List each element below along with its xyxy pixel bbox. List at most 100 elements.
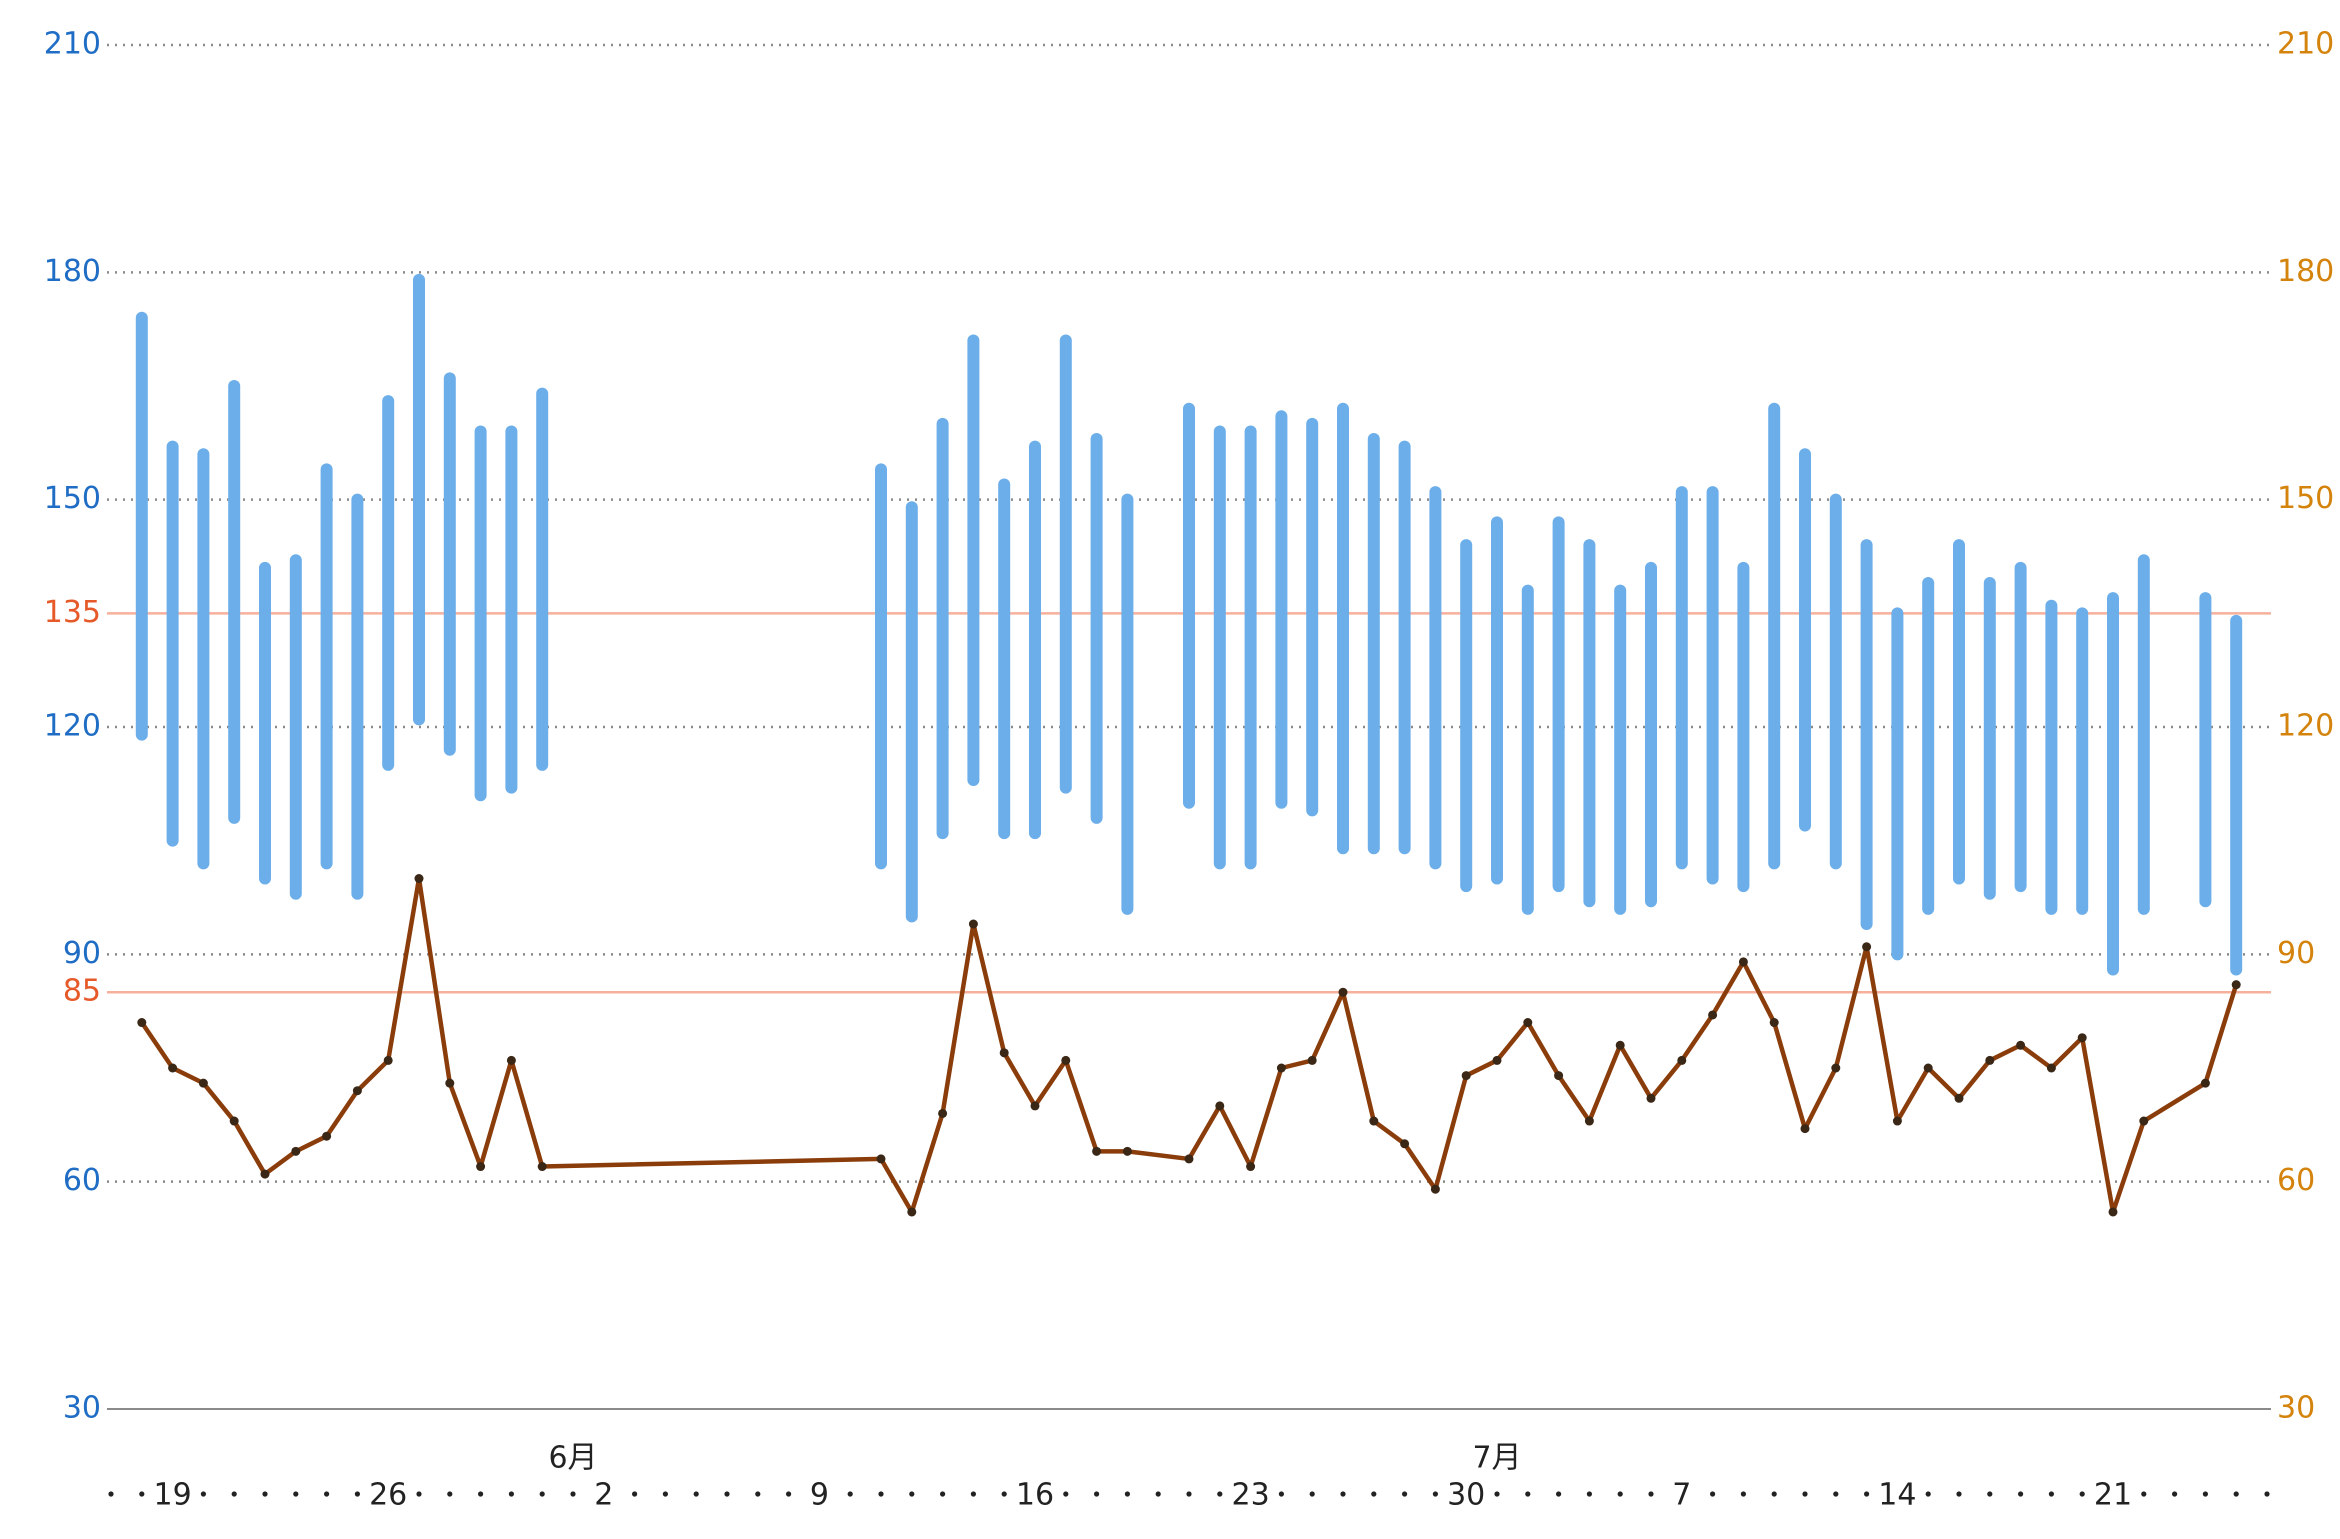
day-dot bbox=[940, 1491, 946, 1497]
day-dot bbox=[293, 1491, 299, 1497]
day-dot bbox=[1432, 1491, 1438, 1497]
line-point bbox=[1554, 1071, 1564, 1081]
line-point bbox=[291, 1146, 301, 1156]
x-tick-label: 26 bbox=[369, 1478, 407, 1513]
line-point bbox=[2200, 1078, 2210, 1088]
line-point bbox=[999, 1048, 1009, 1058]
line-point bbox=[1400, 1139, 1410, 1149]
day-dot bbox=[108, 1491, 114, 1497]
x-tick-label: 19 bbox=[154, 1478, 192, 1513]
y-tick-label: 120 bbox=[44, 709, 101, 744]
line-point bbox=[1307, 1055, 1317, 1065]
line-point bbox=[1122, 1146, 1132, 1156]
day-dot bbox=[632, 1491, 638, 1497]
line-point bbox=[1184, 1154, 1194, 1164]
line-point bbox=[2046, 1063, 2056, 1073]
day-dot bbox=[1309, 1491, 1315, 1497]
day-dot bbox=[2233, 1491, 2239, 1497]
y2-tick-label: 60 bbox=[2277, 1163, 2315, 1198]
line-point bbox=[1831, 1063, 1841, 1073]
line-point bbox=[1923, 1063, 1933, 1073]
line-point bbox=[414, 874, 424, 884]
reference-label: 85 bbox=[63, 974, 101, 1009]
day-dot bbox=[1525, 1491, 1531, 1497]
day-dot bbox=[478, 1491, 484, 1497]
day-dot bbox=[1864, 1491, 1870, 1497]
line-point bbox=[1338, 987, 1348, 997]
line-point bbox=[938, 1108, 948, 1118]
line-point bbox=[1892, 1116, 1902, 1126]
line-point bbox=[1461, 1071, 1471, 1081]
day-dot bbox=[1556, 1491, 1562, 1497]
day-dot bbox=[662, 1491, 669, 1497]
day-dot bbox=[2202, 1491, 2208, 1497]
day-dot bbox=[354, 1491, 360, 1497]
line-point bbox=[506, 1055, 516, 1065]
day-dot bbox=[847, 1491, 853, 1497]
day-dot bbox=[878, 1491, 884, 1497]
line-point bbox=[1061, 1055, 1071, 1065]
day-dot bbox=[1278, 1491, 1284, 1497]
line-point bbox=[1030, 1101, 1040, 1111]
day-dot bbox=[1586, 1491, 1592, 1497]
y-tick-label: 90 bbox=[63, 936, 101, 971]
line-point bbox=[260, 1169, 270, 1179]
day-dot bbox=[755, 1491, 761, 1497]
y-tick-label: 180 bbox=[44, 254, 101, 289]
day-dot bbox=[1771, 1491, 1777, 1497]
day-dot bbox=[508, 1491, 514, 1497]
line-point bbox=[383, 1055, 393, 1065]
line-point bbox=[876, 1154, 886, 1164]
y-tick-label: 150 bbox=[44, 481, 101, 516]
reference-label: 135 bbox=[44, 595, 101, 630]
day-dot bbox=[416, 1491, 422, 1497]
day-dot bbox=[1155, 1491, 1161, 1497]
day-dot bbox=[2079, 1491, 2085, 1497]
line-point bbox=[229, 1116, 239, 1126]
line-point bbox=[1646, 1093, 1656, 1103]
x-tick-label: 23 bbox=[1232, 1478, 1270, 1513]
day-dot bbox=[139, 1491, 145, 1497]
day-dot bbox=[1371, 1491, 1377, 1497]
line-point bbox=[1430, 1184, 1440, 1194]
y2-tick-label: 180 bbox=[2277, 254, 2334, 289]
day-dot bbox=[539, 1491, 545, 1497]
line-point bbox=[322, 1131, 332, 1141]
day-dot bbox=[1956, 1491, 1962, 1497]
day-dot bbox=[970, 1491, 977, 1497]
line-point bbox=[1677, 1055, 1687, 1065]
line-point bbox=[1985, 1055, 1995, 1065]
line-point bbox=[476, 1162, 486, 1172]
line-point bbox=[168, 1063, 178, 1073]
y-tick-label: 30 bbox=[63, 1391, 101, 1426]
day-dot bbox=[1001, 1491, 1007, 1497]
line-point bbox=[2231, 980, 2241, 990]
line-point bbox=[1615, 1040, 1625, 1050]
line-point bbox=[1523, 1018, 1533, 1028]
line-point bbox=[1369, 1116, 1379, 1126]
line-point bbox=[1092, 1146, 1102, 1156]
line-point bbox=[2016, 1040, 2026, 1050]
line-point bbox=[1954, 1093, 1964, 1103]
x-tick-label: 21 bbox=[2094, 1478, 2132, 1513]
y2-tick-label: 210 bbox=[2277, 27, 2334, 62]
day-dot bbox=[2048, 1491, 2054, 1497]
y-tick-label: 60 bbox=[63, 1163, 101, 1198]
day-dot bbox=[570, 1491, 576, 1497]
line-point bbox=[2077, 1033, 2087, 1043]
day-dot bbox=[2141, 1491, 2147, 1497]
day-dot bbox=[1710, 1491, 1716, 1497]
x-tick-label: 30 bbox=[1447, 1478, 1485, 1513]
y2-tick-label: 90 bbox=[2277, 936, 2315, 971]
line-point bbox=[1215, 1101, 1225, 1111]
line-point bbox=[1738, 957, 1748, 967]
month-label: 7月 bbox=[1472, 1441, 1521, 1476]
line-point bbox=[352, 1086, 362, 1096]
y-tick-label: 210 bbox=[44, 27, 101, 62]
day-dot bbox=[1833, 1491, 1839, 1497]
line-point bbox=[1769, 1018, 1779, 1028]
x-tick-label: 9 bbox=[810, 1478, 829, 1513]
line-point bbox=[907, 1207, 917, 1217]
line-point bbox=[968, 919, 978, 929]
